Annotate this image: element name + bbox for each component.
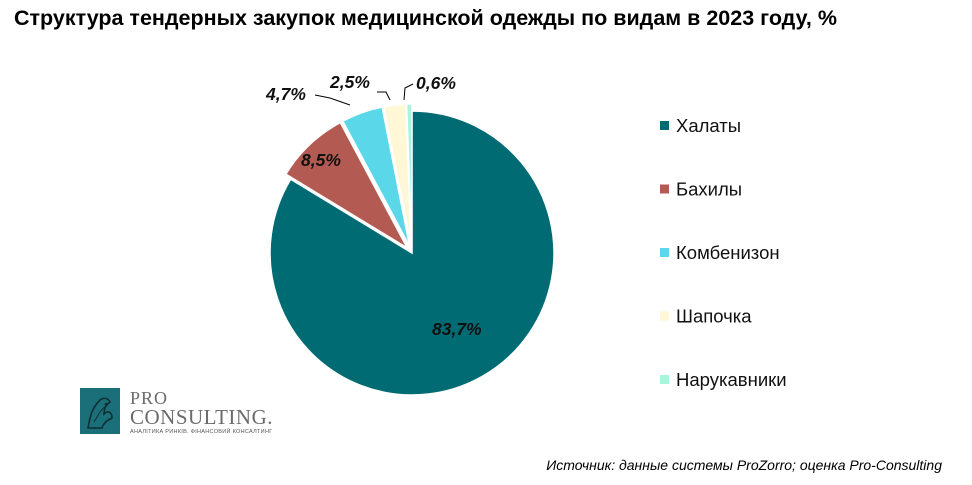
data-label-2: 8,5%	[301, 150, 341, 170]
data-labels: 83,7% 8,5% 4,7% 2,5% 0,6%	[265, 72, 482, 339]
legend-label-1: Халаты	[676, 115, 741, 136]
legend-swatch-2	[660, 184, 669, 194]
pie-slice-1	[269, 110, 555, 396]
chart-title: Структура тендерных закупок медицинской …	[14, 6, 837, 30]
logo-tagline: АНАЛІТИКА РИНКІВ. ФІНАНСОВИЙ КОНСАЛТИНГ	[130, 429, 273, 435]
legend-label-5: Нарукавники	[676, 369, 787, 390]
data-label-4: 2,5%	[329, 72, 370, 92]
logo-pro-text: PRO	[130, 388, 169, 408]
legend-label-4: Шапочка	[676, 306, 752, 327]
leader-lines	[314, 83, 414, 106]
data-label-1: 83,7%	[432, 319, 482, 339]
leader-line-4	[377, 91, 391, 101]
source-note: Источник: данные системы ProZorro; оценк…	[546, 457, 942, 473]
legend-label-2: Бахилы	[676, 179, 742, 200]
legend-swatch-1	[660, 121, 669, 130]
leader-line-3	[314, 94, 351, 106]
logo-emblem	[80, 388, 120, 434]
legend-label-3: Комбенизон	[676, 242, 780, 263]
legend-swatch-3	[660, 248, 669, 257]
data-label-5: 0,6%	[416, 73, 456, 93]
legend-swatch-5	[660, 375, 669, 384]
logo-consulting-text: CONSULTING.	[130, 405, 273, 429]
pie-slice-3	[341, 106, 411, 247]
pie-slices	[269, 103, 555, 396]
legend-swatch-4	[660, 311, 669, 321]
legend: Халаты Бахилы Комбенизон Шапочка Нарукавники	[660, 115, 787, 390]
pie-slice-5	[405, 103, 413, 247]
data-label-3: 4,7%	[265, 84, 306, 104]
pro-consulting-logo: PRO CONSULTING. АНАЛІТИКА РИНКІВ. ФІНАНС…	[80, 388, 300, 436]
leader-line-5	[403, 83, 414, 101]
pie-slice-2	[284, 121, 410, 250]
